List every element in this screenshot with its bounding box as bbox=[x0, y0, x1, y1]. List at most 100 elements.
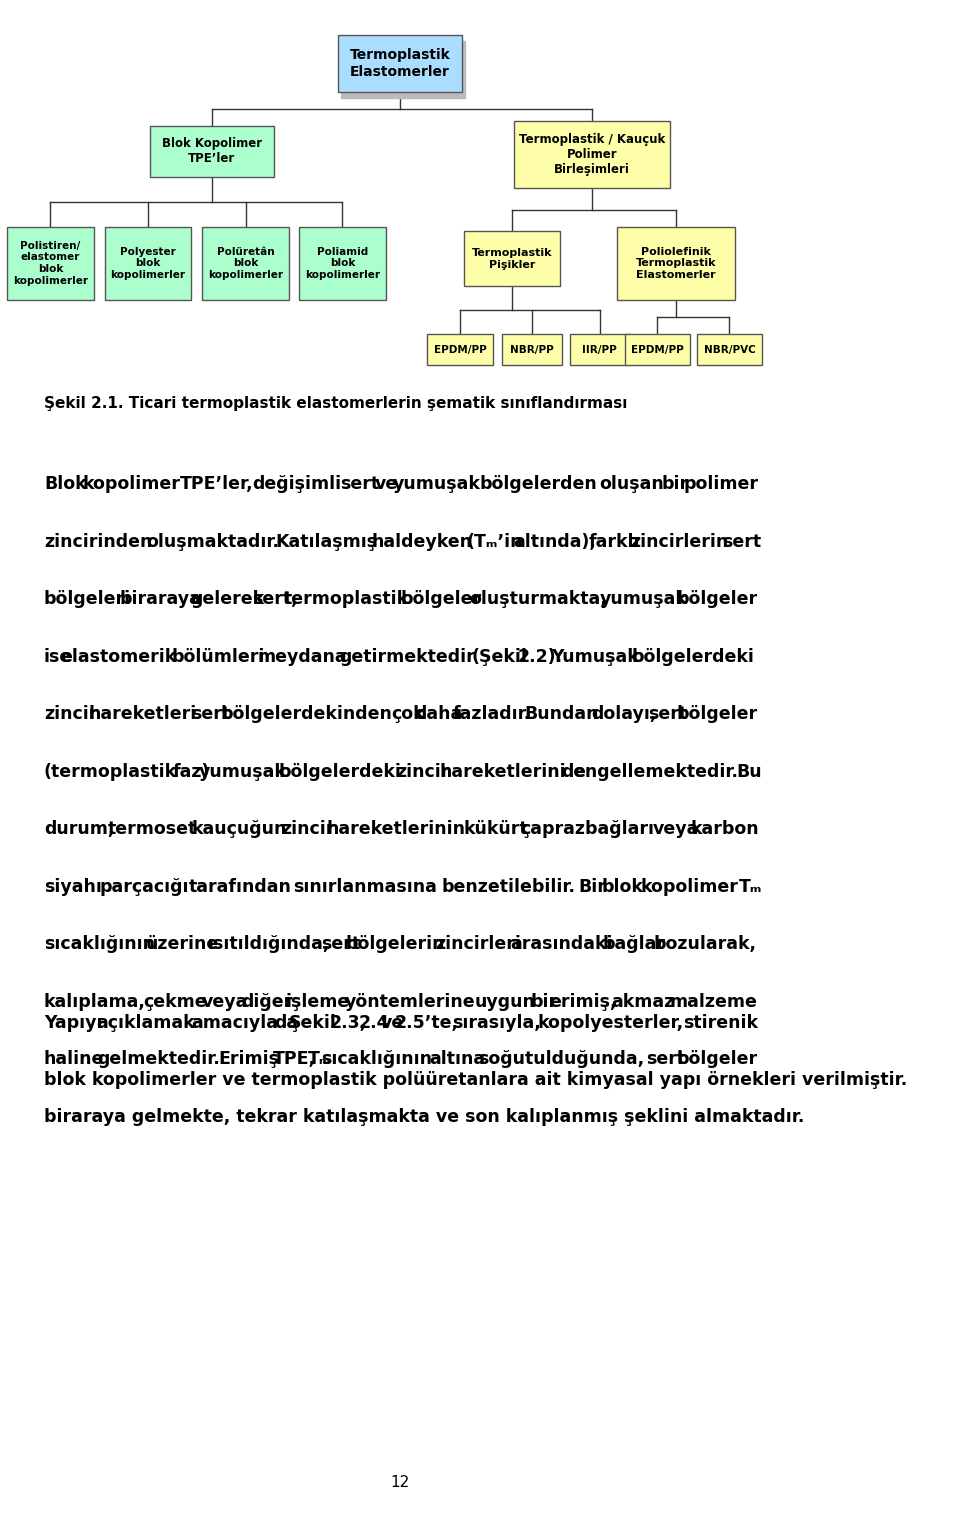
Text: Polyester
blok
kopolimerler: Polyester blok kopolimerler bbox=[110, 247, 185, 280]
Text: sert: sert bbox=[322, 935, 360, 953]
Text: sert: sert bbox=[191, 705, 230, 723]
Text: bölgelerdekinden: bölgelerdekinden bbox=[220, 705, 392, 723]
Text: açıklamak: açıklamak bbox=[96, 1014, 195, 1032]
Text: polimer: polimer bbox=[684, 475, 758, 493]
Text: zincir: zincir bbox=[281, 820, 335, 838]
Text: Bundan: Bundan bbox=[524, 705, 598, 723]
Text: tarafından: tarafından bbox=[189, 878, 292, 896]
Text: çok: çok bbox=[392, 705, 425, 723]
FancyBboxPatch shape bbox=[105, 227, 191, 300]
Text: gelmektedir.: gelmektedir. bbox=[98, 1050, 221, 1068]
Text: kopolimer: kopolimer bbox=[640, 878, 738, 896]
Text: engellemektedir.: engellemektedir. bbox=[573, 763, 738, 781]
FancyBboxPatch shape bbox=[570, 334, 630, 365]
Text: çaprazbağları: çaprazbağları bbox=[520, 820, 655, 838]
Text: siyahı: siyahı bbox=[44, 878, 102, 896]
Text: Yumuşak: Yumuşak bbox=[552, 648, 639, 666]
Text: bölümleri: bölümleri bbox=[171, 648, 264, 666]
FancyBboxPatch shape bbox=[341, 41, 465, 98]
Text: hareketleri: hareketleri bbox=[88, 705, 197, 723]
Text: blok: blok bbox=[602, 878, 643, 896]
Text: parçacığı: parçacığı bbox=[100, 878, 189, 896]
FancyBboxPatch shape bbox=[625, 334, 690, 365]
Text: ve: ve bbox=[375, 475, 398, 493]
Text: oluşturmakta,: oluşturmakta, bbox=[469, 590, 608, 608]
Text: dolayı,: dolayı, bbox=[590, 705, 657, 723]
Text: sert,: sert, bbox=[252, 590, 298, 608]
Text: bölgeler: bölgeler bbox=[677, 590, 757, 608]
Text: bölgeleri: bölgeleri bbox=[44, 590, 132, 608]
Text: sırasıyla,: sırasıyla, bbox=[452, 1014, 541, 1032]
Text: veya: veya bbox=[202, 993, 248, 1011]
Text: Blok Kopolimer
TPE’ler: Blok Kopolimer TPE’ler bbox=[162, 138, 262, 165]
Text: termoset: termoset bbox=[108, 820, 197, 838]
Text: zincirlerin: zincirlerin bbox=[630, 533, 729, 551]
Text: faz): faz) bbox=[173, 763, 210, 781]
Text: bölgelerden: bölgelerden bbox=[480, 475, 598, 493]
Text: altında),: altında), bbox=[514, 533, 596, 551]
Text: yumuşak: yumuşak bbox=[199, 763, 286, 781]
Text: Bir: Bir bbox=[578, 878, 607, 896]
FancyBboxPatch shape bbox=[203, 227, 289, 300]
Text: karbon: karbon bbox=[690, 820, 758, 838]
Text: 2.4: 2.4 bbox=[358, 1014, 389, 1032]
Text: getirmektedir: getirmektedir bbox=[340, 648, 475, 666]
Text: arasındaki: arasındaki bbox=[510, 935, 612, 953]
Text: (Şekil: (Şekil bbox=[471, 648, 527, 666]
Text: 2.3,: 2.3, bbox=[329, 1014, 367, 1032]
Text: oluşmaktadır.: oluşmaktadır. bbox=[147, 533, 279, 551]
Text: bölgeler: bölgeler bbox=[677, 1050, 757, 1068]
Text: soğutulduğunda,: soğutulduğunda, bbox=[479, 1050, 645, 1068]
Text: oluşan: oluşan bbox=[599, 475, 664, 493]
Text: Tₘ: Tₘ bbox=[738, 878, 762, 896]
Text: ise: ise bbox=[44, 648, 72, 666]
Text: Polistiren/
elastomer
blok
kopolimerler: Polistiren/ elastomer blok kopolimerler bbox=[12, 241, 88, 286]
Text: hareketlerinin: hareketlerinin bbox=[326, 820, 466, 838]
Text: biraraya gelmekte, tekrar katılaşmakta ve son kalıplanmış şeklini almaktadır.: biraraya gelmekte, tekrar katılaşmakta v… bbox=[44, 1108, 804, 1126]
Text: Polüretân
blok
kopolimerler: Polüretân blok kopolimerler bbox=[208, 247, 283, 280]
Text: bağlar: bağlar bbox=[603, 935, 666, 953]
Text: ısıtıldığında,: ısıtıldığında, bbox=[207, 935, 329, 953]
Text: blok kopolimerler ve termoplastik polüüretanlara ait kimyasal yapı örnekleri ver: blok kopolimerler ve termoplastik polüür… bbox=[44, 1071, 907, 1089]
Text: biraraya: biraraya bbox=[120, 590, 202, 608]
Text: değişimli: değişimli bbox=[252, 475, 341, 493]
Text: 2.5’te,: 2.5’te, bbox=[395, 1014, 459, 1032]
Text: elastomerik: elastomerik bbox=[60, 648, 177, 666]
Text: NBR/PP: NBR/PP bbox=[510, 345, 554, 354]
Text: Erimiş: Erimiş bbox=[218, 1050, 279, 1068]
Text: Blok: Blok bbox=[44, 475, 86, 493]
Text: de: de bbox=[562, 763, 586, 781]
FancyBboxPatch shape bbox=[427, 334, 492, 365]
Text: bir: bir bbox=[661, 475, 688, 493]
Text: akmaz: akmaz bbox=[612, 993, 675, 1011]
Text: zincirleri: zincirleri bbox=[435, 935, 521, 953]
Text: üzerine: üzerine bbox=[146, 935, 219, 953]
Text: Katılaşmış: Katılaşmış bbox=[276, 533, 378, 551]
Text: IIR/PP: IIR/PP bbox=[583, 345, 617, 354]
Text: yumuşak: yumuşak bbox=[393, 475, 481, 493]
FancyBboxPatch shape bbox=[697, 334, 762, 365]
Text: NBR/PVC: NBR/PVC bbox=[704, 345, 756, 354]
Text: çekme: çekme bbox=[143, 993, 207, 1011]
Text: 12: 12 bbox=[391, 1475, 410, 1490]
Text: Bu: Bu bbox=[736, 763, 762, 781]
Text: kükürt: kükürt bbox=[464, 820, 528, 838]
Text: bölgelerdeki: bölgelerdeki bbox=[278, 763, 401, 781]
Text: kopolyesterler,: kopolyesterler, bbox=[537, 1014, 684, 1032]
Text: sert: sert bbox=[722, 533, 761, 551]
Text: Termoplastik
Elastomerler: Termoplastik Elastomerler bbox=[349, 48, 450, 79]
Text: altına: altına bbox=[429, 1050, 486, 1068]
Text: veya: veya bbox=[653, 820, 699, 838]
Text: (termoplastik: (termoplastik bbox=[44, 763, 177, 781]
Text: EPDM/PP: EPDM/PP bbox=[631, 345, 684, 354]
Text: haldeyken: haldeyken bbox=[372, 533, 472, 551]
Text: işleme: işleme bbox=[286, 993, 350, 1011]
FancyBboxPatch shape bbox=[464, 231, 560, 286]
FancyBboxPatch shape bbox=[300, 227, 386, 300]
Text: erimiş,: erimiş, bbox=[549, 993, 616, 1011]
Text: diğer: diğer bbox=[241, 993, 293, 1011]
Text: yöntemlerine: yöntemlerine bbox=[345, 993, 475, 1011]
Text: ve: ve bbox=[380, 1014, 404, 1032]
Text: TPE’ler,: TPE’ler, bbox=[180, 475, 254, 493]
Text: bölgeler: bölgeler bbox=[677, 705, 757, 723]
